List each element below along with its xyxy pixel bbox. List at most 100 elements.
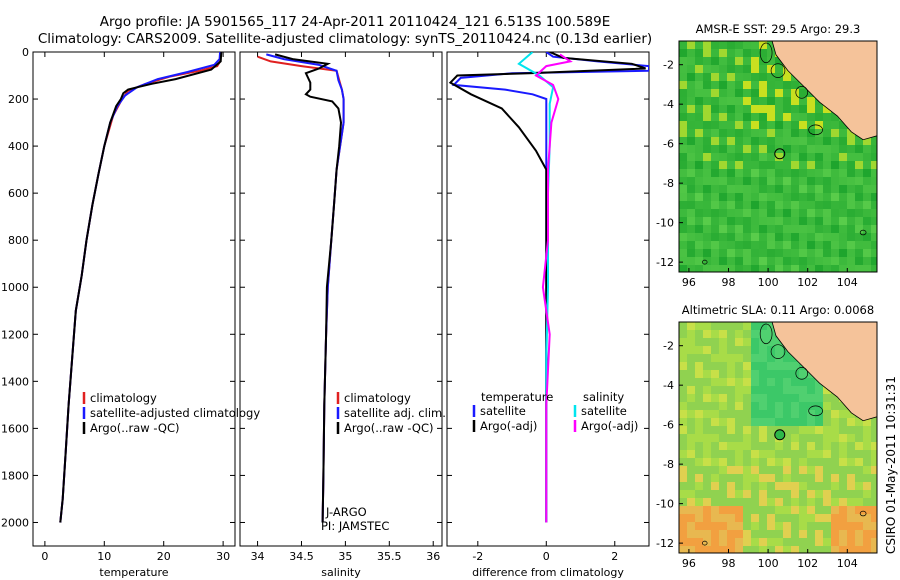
map-cell: [807, 257, 815, 265]
y-tick-label: 800: [8, 234, 29, 247]
series-line-argo-raw-qc-: [59, 52, 223, 523]
map-cell: [719, 498, 727, 506]
map-cell: [799, 522, 807, 530]
map-cell: [847, 530, 855, 538]
map-cell: [687, 241, 695, 249]
map-cell: [823, 241, 831, 249]
map-cell: [767, 153, 775, 161]
map-cell: [703, 490, 711, 498]
map-cell: [863, 233, 871, 241]
map-cell: [783, 233, 791, 241]
map-cell: [687, 474, 695, 482]
map-cell: [815, 482, 823, 490]
map-cell: [679, 498, 687, 506]
map-cell: [679, 57, 687, 65]
map-cell: [711, 249, 719, 257]
map-cell: [719, 410, 727, 418]
map-cell: [863, 434, 871, 442]
map-cell: [783, 161, 791, 169]
map-cell: [687, 209, 695, 217]
map-cell: [703, 418, 711, 426]
map-cell: [799, 225, 807, 233]
map-cell: [743, 209, 751, 217]
map-cell: [679, 338, 687, 346]
map-cell: [871, 458, 877, 466]
map-cell: [679, 81, 687, 89]
map-cell: [679, 137, 687, 145]
map-cell: [799, 370, 807, 378]
map-cell: [831, 394, 839, 402]
map-cell: [743, 442, 751, 450]
x-tick-label: 35.5: [377, 550, 402, 563]
map-cell: [735, 73, 743, 81]
map-cell: [719, 257, 727, 265]
map-cell: [791, 169, 799, 177]
map-cell: [751, 57, 759, 65]
map-cell: [775, 97, 783, 105]
map-cell: [839, 450, 847, 458]
map-cell: [703, 65, 711, 73]
map-cell: [735, 193, 743, 201]
map-cell: [847, 442, 855, 450]
map-cell: [855, 466, 863, 474]
y-tick-label: -6: [663, 419, 674, 432]
map-cell: [767, 474, 775, 482]
map-cell: [743, 41, 751, 49]
map-cell: [847, 490, 855, 498]
map-cell: [751, 129, 759, 137]
map-cell: [847, 233, 855, 241]
map-cell: [807, 137, 815, 145]
map-cell: [759, 201, 767, 209]
series-line-temperature-argo-adj-: [448, 52, 646, 523]
map-cell: [847, 193, 855, 201]
map-cell: [743, 322, 751, 330]
map-cell: [759, 378, 767, 386]
map-cell: [791, 233, 799, 241]
map-cell: [855, 249, 863, 257]
map-cell: [735, 530, 743, 538]
x-axis-label: difference from climatology: [472, 566, 624, 579]
map-cell: [695, 241, 703, 249]
map-cell: [831, 225, 839, 233]
map-cell: [687, 514, 695, 522]
y-tick-label: -4: [663, 98, 674, 111]
map-cell: [703, 338, 711, 346]
map-cell: [743, 506, 751, 514]
map-cell: [831, 426, 839, 434]
map-cell: [687, 81, 695, 89]
map-cell: [695, 217, 703, 225]
map-cell: [727, 474, 735, 482]
map-cell: [807, 378, 815, 386]
map-cell: [687, 41, 695, 49]
map-cell: [759, 137, 767, 145]
map-cell: [775, 506, 783, 514]
map-cell: [759, 233, 767, 241]
map-cell: [727, 201, 735, 209]
map-cell: [839, 506, 847, 514]
y-tick-label: 600: [8, 187, 29, 200]
map-cell: [719, 402, 727, 410]
map-cell: [839, 522, 847, 530]
map-cell: [727, 450, 735, 458]
map-cell: [767, 394, 775, 402]
map-cell: [679, 514, 687, 522]
map-cell: [735, 538, 743, 546]
map-cell: [847, 506, 855, 514]
map-cell: [743, 89, 751, 97]
map-cell: [711, 498, 719, 506]
map-cell: [743, 434, 751, 442]
y-tick-label: -4: [663, 379, 674, 392]
map-cell: [775, 522, 783, 530]
map-cell: [703, 113, 711, 121]
map-cell: [855, 498, 863, 506]
map-cell: [703, 265, 711, 272]
map-cell: [679, 241, 687, 249]
map-cell: [823, 546, 831, 553]
map-cell: [863, 490, 871, 498]
map-cell: [727, 217, 735, 225]
map-cell: [871, 538, 877, 546]
map-cell: [799, 442, 807, 450]
map-cell: [711, 65, 719, 73]
map-cell: [735, 498, 743, 506]
map-cell: [783, 257, 791, 265]
